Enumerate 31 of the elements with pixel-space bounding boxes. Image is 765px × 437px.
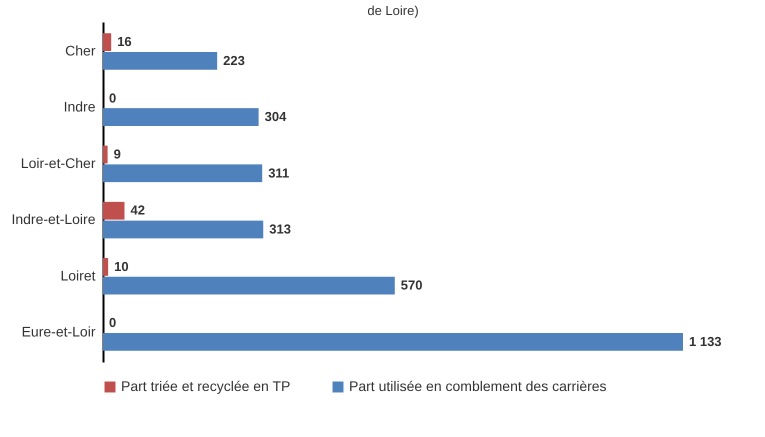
y-tick-label: Loir-et-Cher xyxy=(20,154,96,171)
bar xyxy=(103,33,112,52)
data-label: 570 xyxy=(400,278,422,293)
legend-label: Part triée et recyclée en TP xyxy=(121,378,290,394)
bar xyxy=(103,258,108,276)
y-tick-label: Indre xyxy=(64,98,96,115)
bar xyxy=(103,164,262,182)
chart-title: de Loire) xyxy=(367,3,419,18)
data-label: 0 xyxy=(109,90,116,106)
y-tick-label: Loiret xyxy=(60,267,96,284)
data-label: 10 xyxy=(114,258,129,274)
legend-label: Part utilisée en comblement des carrières xyxy=(349,378,607,394)
y-tick-label: Indre-et-Loire xyxy=(11,211,96,228)
data-label: 311 xyxy=(268,165,290,180)
data-label: 9 xyxy=(114,146,121,162)
data-label: 223 xyxy=(223,52,245,68)
bar xyxy=(103,108,259,126)
data-label: 42 xyxy=(130,202,145,218)
bar xyxy=(103,202,124,220)
bar xyxy=(103,276,395,295)
bar xyxy=(103,52,218,70)
data-label: 0 xyxy=(109,315,116,330)
y-tick-label: Eure-et-Loir xyxy=(22,323,96,340)
bar xyxy=(103,332,683,351)
data-label: 313 xyxy=(269,221,291,236)
data-label: 16 xyxy=(117,34,132,50)
y-tick-label: Cher xyxy=(65,42,96,59)
bar xyxy=(103,146,108,164)
data-label: 1 133 xyxy=(689,334,722,349)
bar xyxy=(103,220,264,238)
data-label: 304 xyxy=(264,109,288,124)
